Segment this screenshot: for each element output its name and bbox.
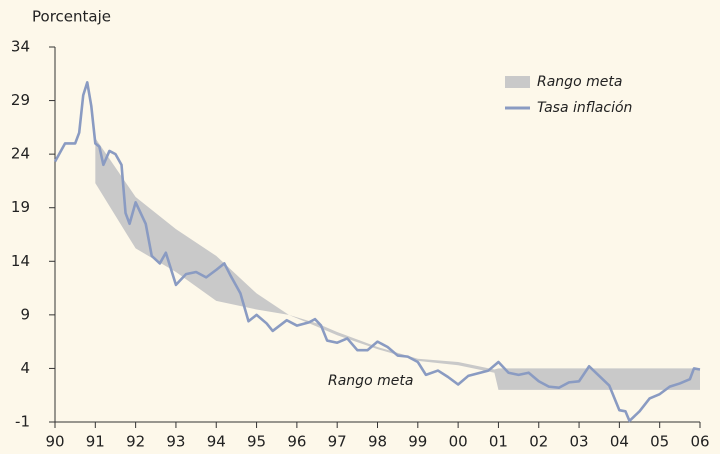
legend-label: Tasa inflación [537,100,632,116]
y-tick-label: 24 [11,145,30,163]
legend-label: Rango meta [537,74,622,90]
x-tick-label: 99 [408,433,427,451]
y-axis-label: Porcentaje [32,8,111,26]
x-tick-label: 04 [610,433,629,451]
y-tick-label: 34 [11,38,30,56]
x-tick-label: 06 [690,433,709,451]
x-tick-label: 98 [368,433,387,451]
x-tick-label: 01 [489,433,508,451]
x-tick-label: 03 [570,433,589,451]
inflation-line [53,81,701,423]
x-tick-label: 00 [449,433,468,451]
x-tick-label: 97 [328,433,347,451]
x-tick-label: 90 [45,433,64,451]
y-tick-label: 14 [11,252,30,270]
y-tick-label: 9 [20,305,30,323]
legend-swatch [505,76,530,88]
x-tick-label: 02 [529,433,548,451]
x-tick-label: 92 [126,433,145,451]
x-tick-label: 93 [166,433,185,451]
annotation: Rango meta [328,373,413,389]
y-tick-label: 29 [11,91,30,109]
x-tick-label: 95 [247,433,266,451]
target-band [95,138,700,390]
y-tick-label: 4 [20,359,30,377]
x-tick-label: 91 [86,433,105,451]
y-tick-label: -1 [15,413,30,431]
x-tick-label: 96 [287,433,306,451]
y-tick-label: 19 [11,198,30,216]
x-tick-label: 94 [207,433,226,451]
x-tick-label: 05 [650,433,669,451]
